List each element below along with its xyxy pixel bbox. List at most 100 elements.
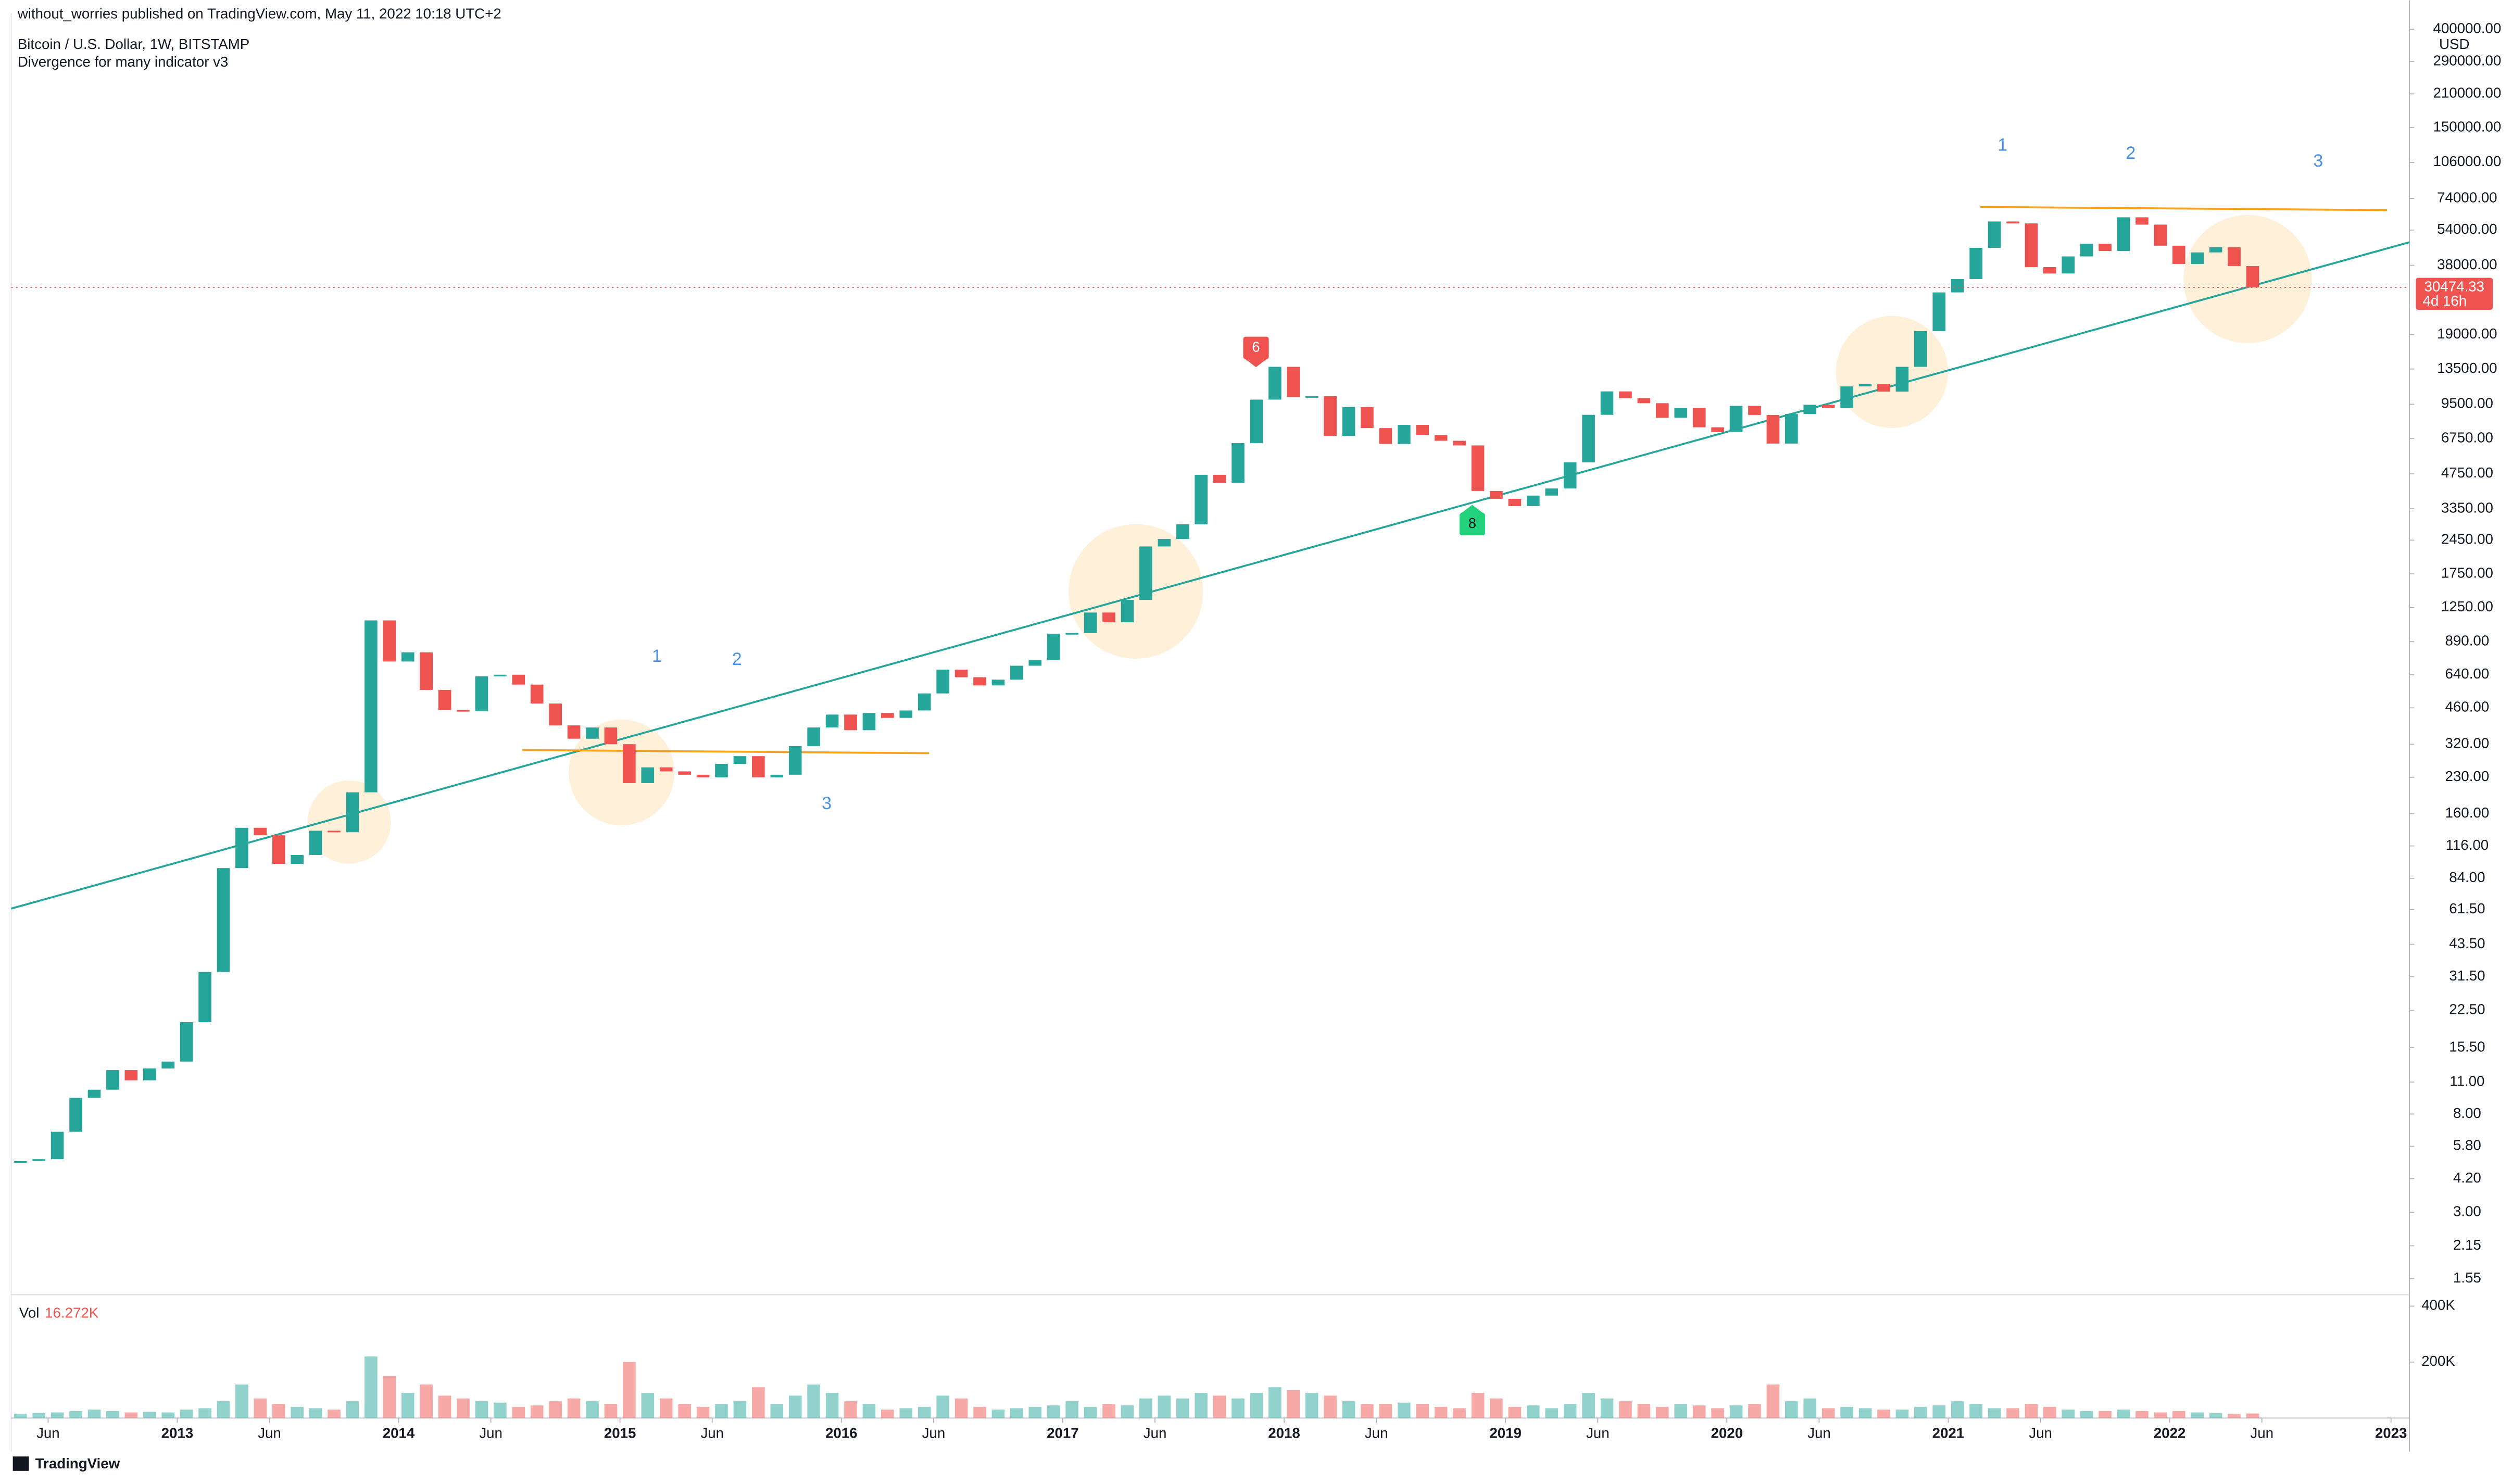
volume-bar	[235, 1384, 248, 1418]
y-tick-label: 43.50	[2449, 935, 2485, 951]
volume-bar	[752, 1387, 765, 1418]
candle	[1877, 384, 1890, 392]
x-tick-label: 2018	[1268, 1425, 1300, 1441]
volume-bar	[973, 1406, 986, 1418]
candle	[1822, 405, 1835, 408]
volume-bar	[1858, 1408, 1872, 1418]
x-tick-label: Jun	[922, 1425, 946, 1441]
y-tick-label: 1.55	[2453, 1269, 2481, 1286]
candle	[1932, 292, 1946, 331]
volume-bar	[1195, 1392, 1208, 1418]
volume-bar	[2154, 1412, 2167, 1418]
volume-bar	[1010, 1408, 1023, 1418]
volume-bar	[365, 1356, 378, 1418]
candle	[2117, 217, 2130, 251]
candle	[161, 1061, 174, 1069]
candle	[1563, 462, 1577, 489]
volume-bar	[1213, 1395, 1226, 1418]
candle	[1287, 367, 1300, 397]
y-tick-label: 160.00	[2445, 804, 2490, 821]
x-tick-label: 2023	[2375, 1425, 2407, 1441]
wave-label: 2	[732, 649, 742, 669]
candle	[420, 652, 433, 690]
candle	[180, 1022, 193, 1062]
candle	[32, 1159, 45, 1161]
candle	[1545, 488, 1559, 496]
y-tick-label: 11.00	[2450, 1073, 2484, 1089]
candle	[1895, 367, 1909, 392]
candle	[51, 1131, 64, 1160]
volume-bar	[641, 1392, 655, 1418]
candle	[124, 1070, 138, 1080]
candle	[549, 703, 562, 726]
wave-label: 1	[652, 646, 662, 666]
x-tick-label: 2020	[1711, 1425, 1743, 1441]
x-tick-label: Jun	[258, 1425, 281, 1441]
candle	[2154, 224, 2167, 246]
volume-bar	[1563, 1404, 1577, 1418]
volume-bar	[87, 1410, 101, 1418]
x-tick-label: 2017	[1047, 1425, 1079, 1441]
y-tick-label: 9500.00	[2441, 395, 2493, 411]
candle	[1637, 398, 1651, 404]
volume-bar	[69, 1411, 82, 1418]
y-tick-label: 19000.00	[2437, 325, 2497, 342]
candle	[623, 744, 636, 784]
y-tick-label: 3350.00	[2441, 499, 2493, 515]
x-tick-label: Jun	[1365, 1425, 1388, 1441]
volume-bar	[1379, 1404, 1392, 1418]
candle	[328, 831, 341, 833]
candle	[1655, 403, 1669, 418]
candle	[530, 684, 544, 704]
candle	[2062, 256, 2075, 274]
volume-bar	[106, 1411, 119, 1418]
candle	[733, 756, 747, 764]
volume-bar	[1822, 1408, 1835, 1418]
candle	[457, 710, 470, 712]
candle	[1324, 396, 1337, 436]
volume-bar	[143, 1412, 156, 1418]
volume-bar	[1102, 1404, 1115, 1418]
volume-bar	[1471, 1392, 1485, 1418]
volume-bar	[457, 1398, 470, 1418]
y-tick-label: 6750.00	[2441, 429, 2493, 445]
candle	[788, 746, 802, 775]
volume-bar	[1232, 1398, 1245, 1418]
y-tick-label: 210000.00	[2433, 85, 2501, 101]
candle	[1213, 474, 1226, 483]
candle	[291, 854, 304, 864]
candle	[586, 727, 599, 739]
volume-bar	[1766, 1384, 1780, 1418]
candle	[1342, 407, 1355, 436]
candle	[143, 1068, 156, 1080]
y-tick-label: 640.00	[2445, 665, 2490, 682]
candle	[678, 771, 691, 775]
volume-bar	[124, 1412, 138, 1418]
volume-bar	[1028, 1406, 1042, 1418]
candle	[235, 827, 248, 869]
candle	[1102, 612, 1115, 623]
y-tick-label: 4.20	[2453, 1169, 2481, 1186]
indicator-line: Divergence for many indicator v3	[18, 54, 229, 70]
volume-bar	[991, 1410, 1005, 1418]
volume-bar	[1139, 1398, 1152, 1418]
volume-bar	[14, 1414, 27, 1418]
candle	[752, 756, 765, 777]
candle	[1729, 406, 1743, 432]
candle	[1748, 406, 1761, 415]
candle	[2228, 247, 2241, 266]
candle	[272, 835, 285, 864]
candle	[1139, 546, 1152, 600]
candle	[918, 693, 931, 711]
volume-bar	[604, 1404, 618, 1418]
y-tick-label: 320.00	[2445, 735, 2490, 751]
plot: 1 2 3 1 2 3 6 8	[11, 135, 2410, 1418]
volume-bar	[1988, 1408, 2001, 1418]
x-tick-label: 2016	[825, 1425, 858, 1441]
volume-bar	[1453, 1408, 1466, 1418]
volume-bar	[623, 1362, 636, 1418]
volume-bar	[2136, 1411, 2149, 1418]
volume-bar	[1619, 1401, 1632, 1418]
volume-bar	[1932, 1405, 1946, 1418]
candle	[936, 670, 949, 694]
